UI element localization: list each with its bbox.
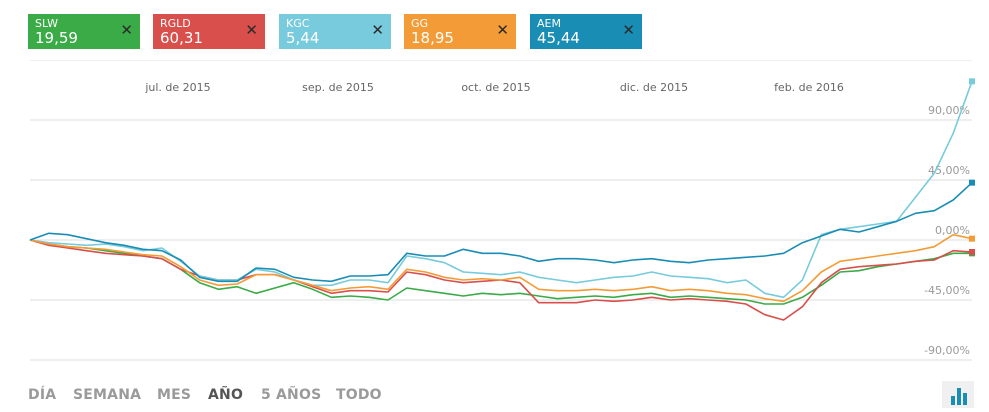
close-icon[interactable]: ✕ (245, 21, 258, 39)
ticker-symbol: KGC (286, 17, 310, 30)
close-icon[interactable]: ✕ (622, 21, 635, 39)
ticker-symbol: GG (411, 17, 429, 30)
series-line-aem (29, 182, 973, 283)
range-semana[interactable]: SEMANA (73, 387, 142, 403)
ticker-symbol: SLW (35, 17, 58, 30)
x-tick-label: jul. de 2015 (144, 81, 210, 94)
ticker-value: 18,95 (411, 29, 454, 47)
ticker-value: 5,44 (286, 29, 320, 47)
close-icon[interactable]: ✕ (120, 21, 133, 39)
range-todo[interactable]: TODO (336, 387, 382, 403)
ticker-value: 60,31 (160, 29, 203, 47)
series-end-marker-rgld (969, 249, 975, 255)
ticker-value: 19,59 (35, 29, 78, 47)
y-tick-label: -45,00% (924, 284, 970, 297)
range-5-años[interactable]: 5 AÑOS (261, 387, 322, 403)
ticker-aem[interactable]: AEM 45,44 ✕ (530, 14, 642, 49)
x-tick-label: oct. de 2015 (461, 81, 530, 94)
ticker-symbol: RGLD (160, 17, 191, 30)
ticker-value: 45,44 (537, 29, 580, 47)
series-end-marker-aem (969, 179, 975, 186)
series-end-marker-gg (969, 235, 975, 242)
x-tick-label: feb. de 2016 (774, 81, 844, 94)
x-tick-label: sep. de 2015 (302, 81, 374, 94)
ticker-symbol: AEM (537, 17, 561, 30)
ticker-slw[interactable]: SLW 19,59 ✕ (28, 14, 140, 49)
close-icon[interactable]: ✕ (371, 21, 384, 39)
range-día[interactable]: DÍA (28, 387, 57, 403)
y-tick-label: -90,00% (924, 344, 970, 357)
y-tick-label: 45,00% (928, 164, 970, 177)
series-line-gg (29, 233, 973, 303)
y-tick-label: 0,00% (935, 224, 970, 237)
series-line-slw (29, 239, 972, 305)
ticker-kgc[interactable]: KGC 5,44 ✕ (279, 14, 391, 49)
x-tick-label: dic. de 2015 (620, 81, 688, 94)
series-end-marker-kgc (969, 78, 975, 85)
ticker-rgld[interactable]: RGLD 60,31 ✕ (153, 14, 265, 49)
close-icon[interactable]: ✕ (496, 21, 509, 39)
range-año[interactable]: AÑO (208, 387, 244, 403)
ticker-gg[interactable]: GG 18,95 ✕ (404, 14, 516, 49)
range-mes[interactable]: MES (157, 387, 192, 403)
bar-chart-icon[interactable] (942, 381, 974, 408)
line-chart: 90,00%45,00%0,00%-45,00%-90,00%jul. de 2… (29, 60, 975, 361)
